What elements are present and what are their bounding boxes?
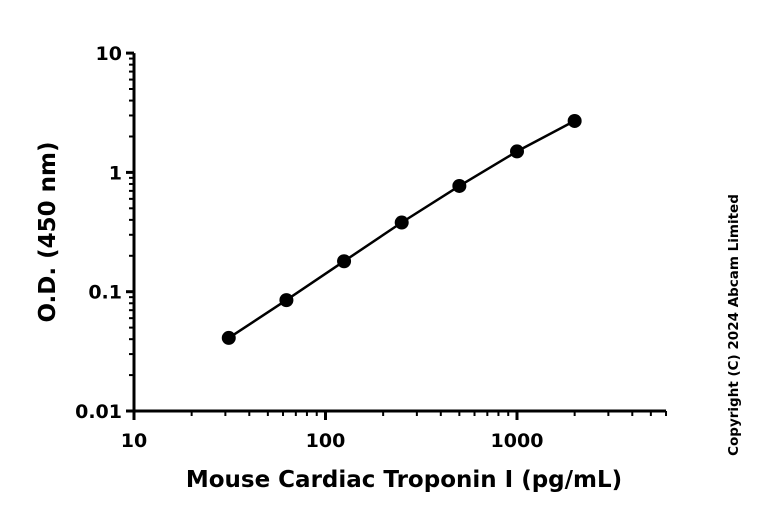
data-series xyxy=(221,113,582,345)
y-tick-label: 0.1 xyxy=(88,282,122,304)
x-axis-title: Mouse Cardiac Troponin I (pg/mL) xyxy=(186,467,622,493)
y-axis-title: O.D. (450 nm) xyxy=(35,141,61,322)
data-point xyxy=(337,254,352,269)
axes: 0.01 0.1 1 10 10 100 1000 xyxy=(75,43,668,452)
copyright-annotation: Copyright (C) 2024 Abcam Limited xyxy=(726,194,742,456)
x-tick-label: 1000 xyxy=(491,430,544,452)
data-point xyxy=(510,144,524,159)
data-point xyxy=(567,113,582,128)
y-tick-label: 10 xyxy=(96,43,122,65)
y-tick-label: 1 xyxy=(109,162,122,184)
data-point xyxy=(279,293,294,308)
data-point xyxy=(221,330,236,345)
data-point xyxy=(452,178,467,193)
y-tick-label: 0.01 xyxy=(75,401,122,423)
x-tick-label: 100 xyxy=(306,430,346,452)
x-tick-label: 10 xyxy=(121,430,147,452)
data-point xyxy=(394,215,409,230)
